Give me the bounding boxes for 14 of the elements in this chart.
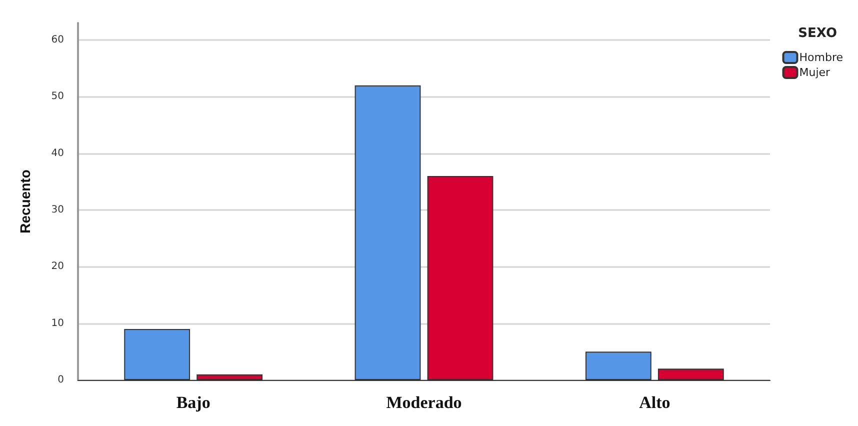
legend-label: Hombre <box>799 51 844 64</box>
y-tick-label: 0 <box>58 374 64 386</box>
y-tick-label: 30 <box>51 204 64 216</box>
x-tick-label: Bajo <box>176 393 210 412</box>
y-tick-label: 60 <box>51 34 64 46</box>
y-tick-label: 10 <box>51 318 64 329</box>
legend-title: SEXO <box>798 26 838 41</box>
legend-label: Mujer <box>799 66 831 79</box>
y-tick-label: 20 <box>51 261 64 272</box>
y-tick-label: 40 <box>51 148 64 159</box>
x-tick-label: Alto <box>639 393 670 412</box>
x-tick-label: Moderado <box>386 393 462 412</box>
y-axis-title: Recuento <box>17 170 33 234</box>
y-tick-label: 50 <box>51 91 64 102</box>
